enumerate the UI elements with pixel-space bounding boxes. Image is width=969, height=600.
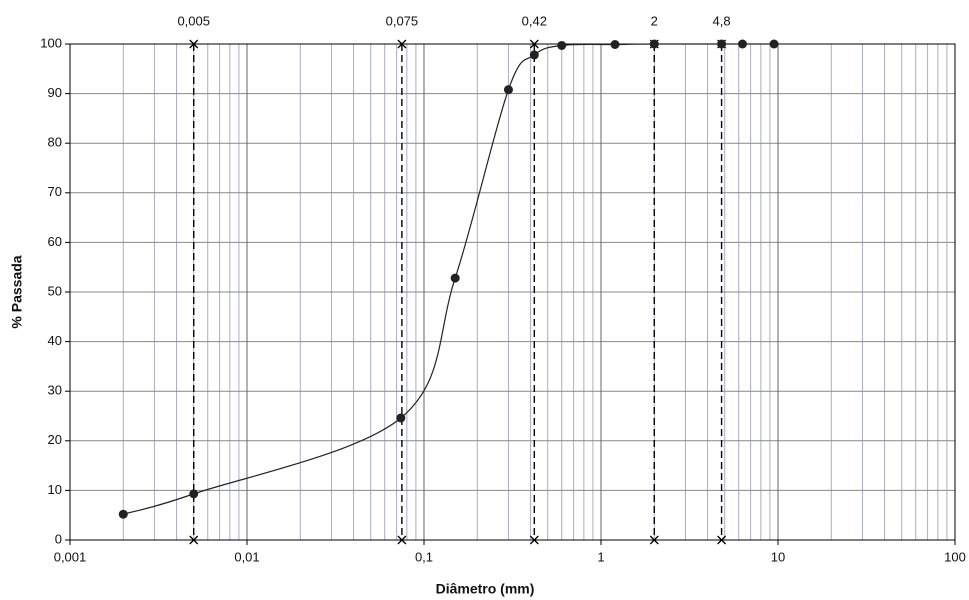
reference-marker-top (189, 39, 199, 49)
x-tick-label: 0,1 (415, 549, 433, 564)
data-point (769, 39, 779, 49)
x-tick-label: 1 (597, 549, 604, 564)
y-tick-label: 0 (55, 531, 62, 546)
data-point (396, 413, 406, 423)
data-point (610, 39, 620, 49)
reference-marker-bottom (397, 535, 407, 545)
reference-label: 4,8 (713, 13, 731, 28)
y-tick-label: 10 (48, 482, 62, 497)
reference-marker-top (529, 39, 539, 49)
y-axis-label: % Passada (9, 255, 25, 328)
reference-marker-bottom (649, 535, 659, 545)
data-line (123, 43, 775, 515)
x-tick-label: 100 (944, 549, 966, 564)
y-tick-label: 70 (48, 184, 62, 199)
reference-marker-bottom (189, 535, 199, 545)
y-tick-label: 30 (48, 383, 62, 398)
data-point (717, 39, 727, 49)
data-point (189, 489, 199, 499)
plot-border (69, 43, 956, 541)
reference-marker-bottom (529, 535, 539, 545)
x-tick-label: 0,01 (234, 549, 259, 564)
reference-label: 0,42 (522, 13, 547, 28)
y-tick-label: 100 (40, 35, 62, 50)
reference-label: 0,005 (177, 13, 210, 28)
y-tick-label: 50 (48, 283, 62, 298)
y-tick-label: 40 (48, 333, 62, 348)
y-tick-label: 20 (48, 432, 62, 447)
reference-marker-bottom (717, 535, 727, 545)
data-point (503, 85, 513, 95)
x-tick-label: 0,001 (54, 549, 87, 564)
data-point (737, 39, 747, 49)
reference-marker-top (397, 39, 407, 49)
y-tick-label: 60 (48, 234, 62, 249)
data-point (118, 509, 128, 519)
y-tick-label: 90 (48, 85, 62, 100)
y-tick-label: 80 (48, 135, 62, 150)
x-tick-label: 10 (771, 549, 785, 564)
data-point (557, 40, 567, 50)
reference-label: 0,075 (386, 13, 419, 28)
data-point (529, 50, 539, 60)
data-point (450, 273, 460, 283)
reference-label: 2 (651, 13, 658, 28)
data-point (649, 39, 659, 49)
x-axis-label: Diâmetro (mm) (436, 581, 535, 597)
